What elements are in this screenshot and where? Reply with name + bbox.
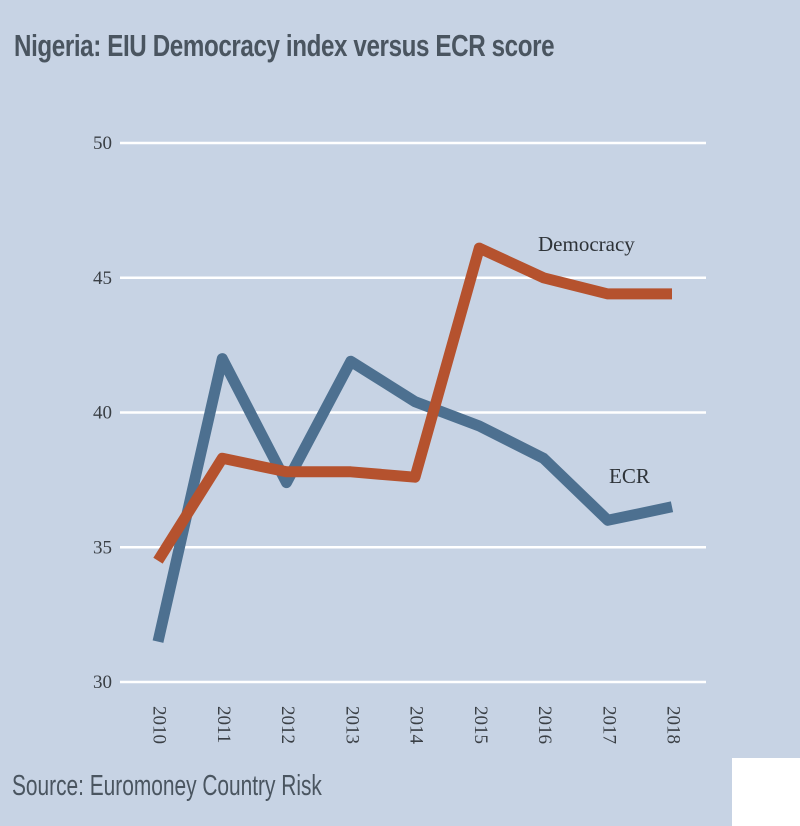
x-tick-label: 2013	[341, 706, 362, 744]
x-tick-label: 2016	[534, 706, 555, 744]
series-line-ecr	[152, 353, 674, 643]
x-tick-label: 2010	[149, 706, 170, 744]
y-tick-label: 30	[93, 672, 112, 693]
x-tick-label: 2017	[598, 706, 619, 744]
y-tick-label: 35	[93, 537, 112, 558]
x-tick-label: 2011	[213, 706, 234, 743]
corner-notch	[732, 758, 800, 826]
source-note: Source: Euromoney Country Risk	[12, 770, 322, 802]
chart-title: Nigeria: EIU Democracy index versus ECR …	[14, 28, 555, 63]
x-tick-label: 2015	[470, 706, 491, 744]
y-tick-label: 50	[93, 133, 112, 154]
gridlines	[120, 141, 706, 684]
series-line-democracy	[153, 242, 672, 564]
y-tick-label: 45	[93, 268, 112, 289]
y-tick-label: 40	[93, 403, 112, 424]
series-labels: Democracy ECR	[538, 232, 650, 488]
series-lines	[152, 242, 674, 643]
x-axis-ticks: 2010 2011 2012 2013 2014 2015 2016 2017 2018	[149, 706, 684, 745]
x-tick-label: 2012	[277, 706, 298, 744]
y-axis-ticks: 30 35 40 45 50	[93, 133, 112, 693]
x-tick-label: 2014	[406, 706, 427, 745]
x-tick-label: 2018	[663, 706, 684, 744]
ecr-series-label: ECR	[609, 464, 650, 488]
democracy-series-label: Democracy	[538, 232, 635, 256]
